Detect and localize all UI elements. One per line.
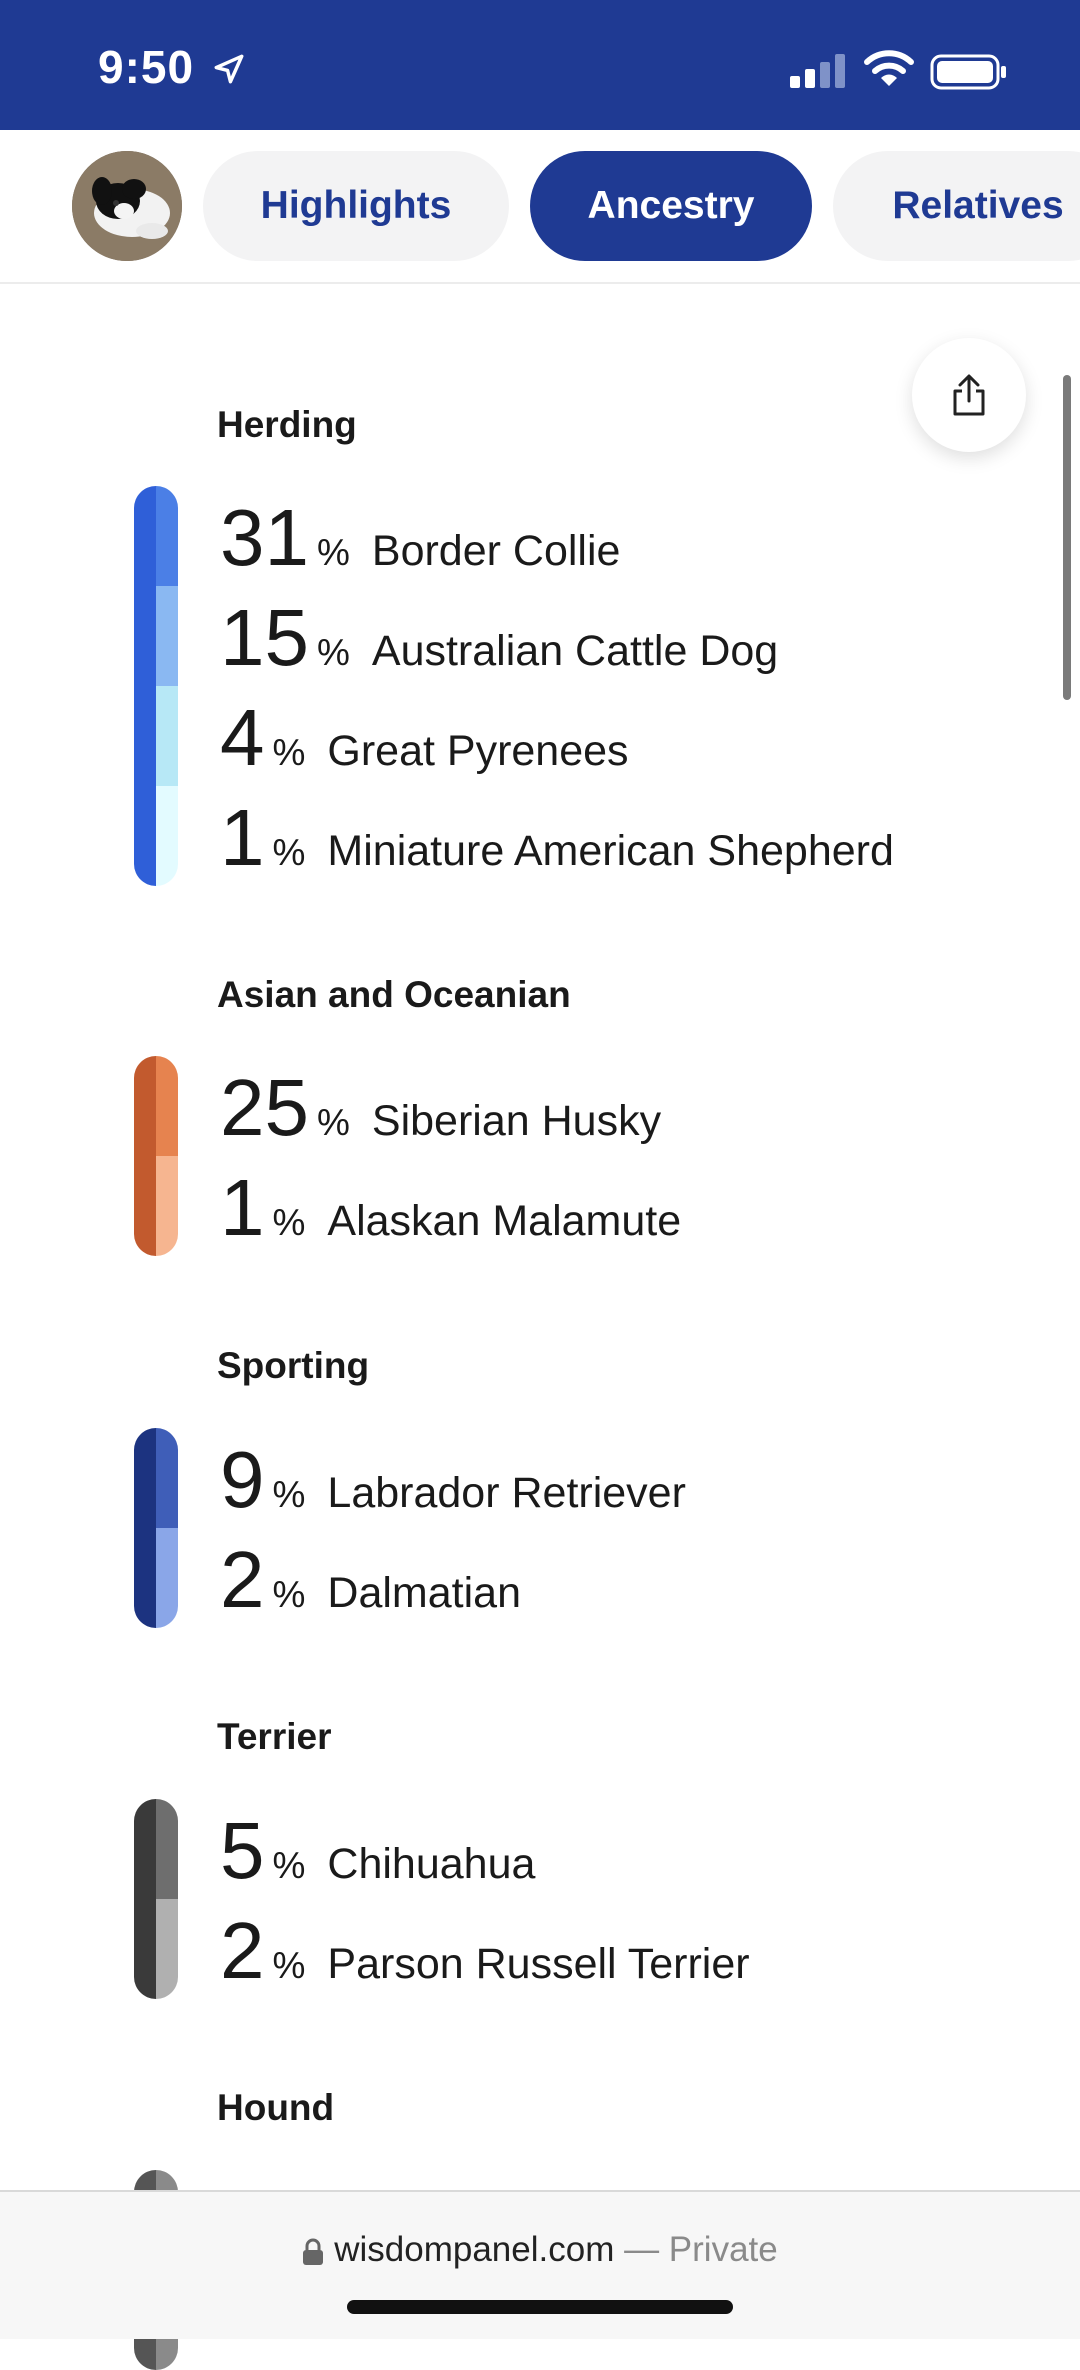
bar-segment-siberian-husky [156, 1056, 178, 1156]
scrollbar[interactable] [1063, 375, 1071, 700]
top-navigation: Highlights Ancestry Relatives [0, 130, 1080, 284]
breed-name: Labrador Retriever [327, 1469, 686, 1517]
percent-sign: % [272, 1474, 306, 1515]
lock-icon [303, 2238, 324, 2265]
bar-light-half [156, 1428, 178, 1628]
bar-light-half [156, 486, 178, 886]
breed-name: Siberian Husky [371, 1097, 662, 1145]
private-mode-label: — Private [614, 2230, 778, 2269]
bar-segment [134, 1056, 156, 1256]
group-title-terrier: Terrier [217, 1716, 332, 1757]
breed-name: Miniature American Shepherd [327, 827, 894, 875]
breed-name: Parson Russell Terrier [327, 1940, 750, 1988]
breed-percent: 1 [220, 793, 265, 882]
bar-segment-border-collie [156, 486, 178, 586]
breed-row[interactable]: 9 % Labrador Retriever [220, 1434, 686, 1526]
cellular-signal-icon [790, 54, 845, 88]
dog-avatar[interactable] [72, 151, 182, 261]
breed-row[interactable]: 15 % Australian Cattle Dog [220, 592, 778, 684]
bar-dark-half [134, 1799, 156, 1999]
tab-highlights[interactable]: Highlights [203, 151, 509, 261]
percent-sign: % [316, 632, 350, 673]
bar-segment-alaskan-malamute [156, 1156, 178, 1256]
breed-percent: 25 [220, 1063, 309, 1152]
bar-segment-dalmatian [156, 1528, 178, 1628]
bar-segment [134, 1799, 156, 1999]
bar-segment-parson-russell-terrier [156, 1899, 178, 1999]
breed-name: Australian Cattle Dog [371, 627, 779, 675]
location-arrow-icon [214, 54, 244, 84]
bar-segment [134, 1428, 156, 1628]
share-icon [953, 374, 985, 416]
breed-name: Dalmatian [327, 1569, 521, 1617]
breed-percent: 4 [220, 693, 265, 782]
breed-percent: 5 [220, 1806, 265, 1895]
bar-dark-half [134, 1428, 156, 1628]
bar-segment-australian-cattle-dog [156, 586, 178, 686]
percent-sign: % [272, 832, 306, 873]
bar-dark-half [134, 486, 156, 886]
breed-row[interactable]: 2 % Parson Russell Terrier [220, 1905, 750, 1997]
breed-name: Great Pyrenees [327, 727, 629, 775]
status-time: 9:50 [98, 41, 195, 93]
breed-percent: 2 [220, 1906, 265, 1995]
group-title-herding: Herding [217, 404, 357, 445]
percent-sign: % [272, 1845, 306, 1886]
breed-name: Border Collie [371, 527, 621, 575]
group-title-asian-and-oceanian: Asian and Oceanian [217, 974, 571, 1015]
url-domain: wisdompanel.com [334, 2230, 615, 2269]
percent-sign: % [272, 1945, 306, 1986]
bar-segment-labrador-retriever [156, 1428, 178, 1528]
wifi-icon [864, 50, 914, 86]
group-title-hound: Hound [217, 2087, 335, 2128]
bar-segment [134, 486, 156, 886]
share-button[interactable] [912, 338, 1026, 452]
url-display[interactable]: wisdompanel.com — Private [0, 2230, 1080, 2270]
bar-dark-half [134, 1056, 156, 1256]
breed-row[interactable]: 1 % Alaskan Malamute [220, 1162, 681, 1254]
ancestry-bar-herding [134, 486, 178, 886]
bar-segment-great-pyrenees [156, 686, 178, 786]
bar-segment-miniature-american-shepherd [156, 786, 178, 886]
status-bar: 9:50 [0, 0, 1080, 130]
breed-percent: 31 [220, 493, 309, 582]
bar-segment-chihuahua [156, 1799, 178, 1899]
breed-row[interactable]: 31 % Border Collie [220, 492, 620, 584]
breed-row[interactable]: 2 % Dalmatian [220, 1534, 521, 1626]
percent-sign: % [316, 1102, 350, 1143]
percent-sign: % [272, 1574, 306, 1615]
breed-row[interactable]: 1 % Miniature American Shepherd [220, 792, 894, 884]
breed-percent: 9 [220, 1435, 265, 1524]
battery-icon [930, 54, 1006, 90]
percent-sign: % [272, 732, 306, 773]
tab-relatives[interactable]: Relatives [833, 151, 1080, 261]
breed-row[interactable]: 4 % Great Pyrenees [220, 692, 629, 784]
ancestry-bar-terrier [134, 1799, 178, 1999]
breed-percent: 15 [220, 593, 309, 682]
bar-light-half [156, 1056, 178, 1256]
bar-light-half [156, 1799, 178, 1999]
breed-name: Chihuahua [327, 1840, 536, 1888]
ancestry-bar-sporting [134, 1428, 178, 1628]
percent-sign: % [272, 1202, 306, 1243]
dog-photo-image [72, 151, 182, 261]
percent-sign: % [316, 532, 350, 573]
breed-name: Alaskan Malamute [327, 1197, 682, 1245]
breed-percent: 2 [220, 1535, 265, 1624]
group-title-sporting: Sporting [217, 1345, 370, 1386]
tab-ancestry[interactable]: Ancestry [530, 151, 812, 261]
breed-row[interactable]: 25 % Siberian Husky [220, 1062, 661, 1154]
breed-row[interactable]: 5 % Chihuahua [220, 1805, 535, 1897]
home-indicator[interactable] [347, 2300, 733, 2314]
ancestry-bar-asian-and-oceanian [134, 1056, 178, 1256]
browser-address-bar[interactable]: wisdompanel.com — Private [0, 2190, 1080, 2339]
breed-percent: 1 [220, 1163, 265, 1252]
